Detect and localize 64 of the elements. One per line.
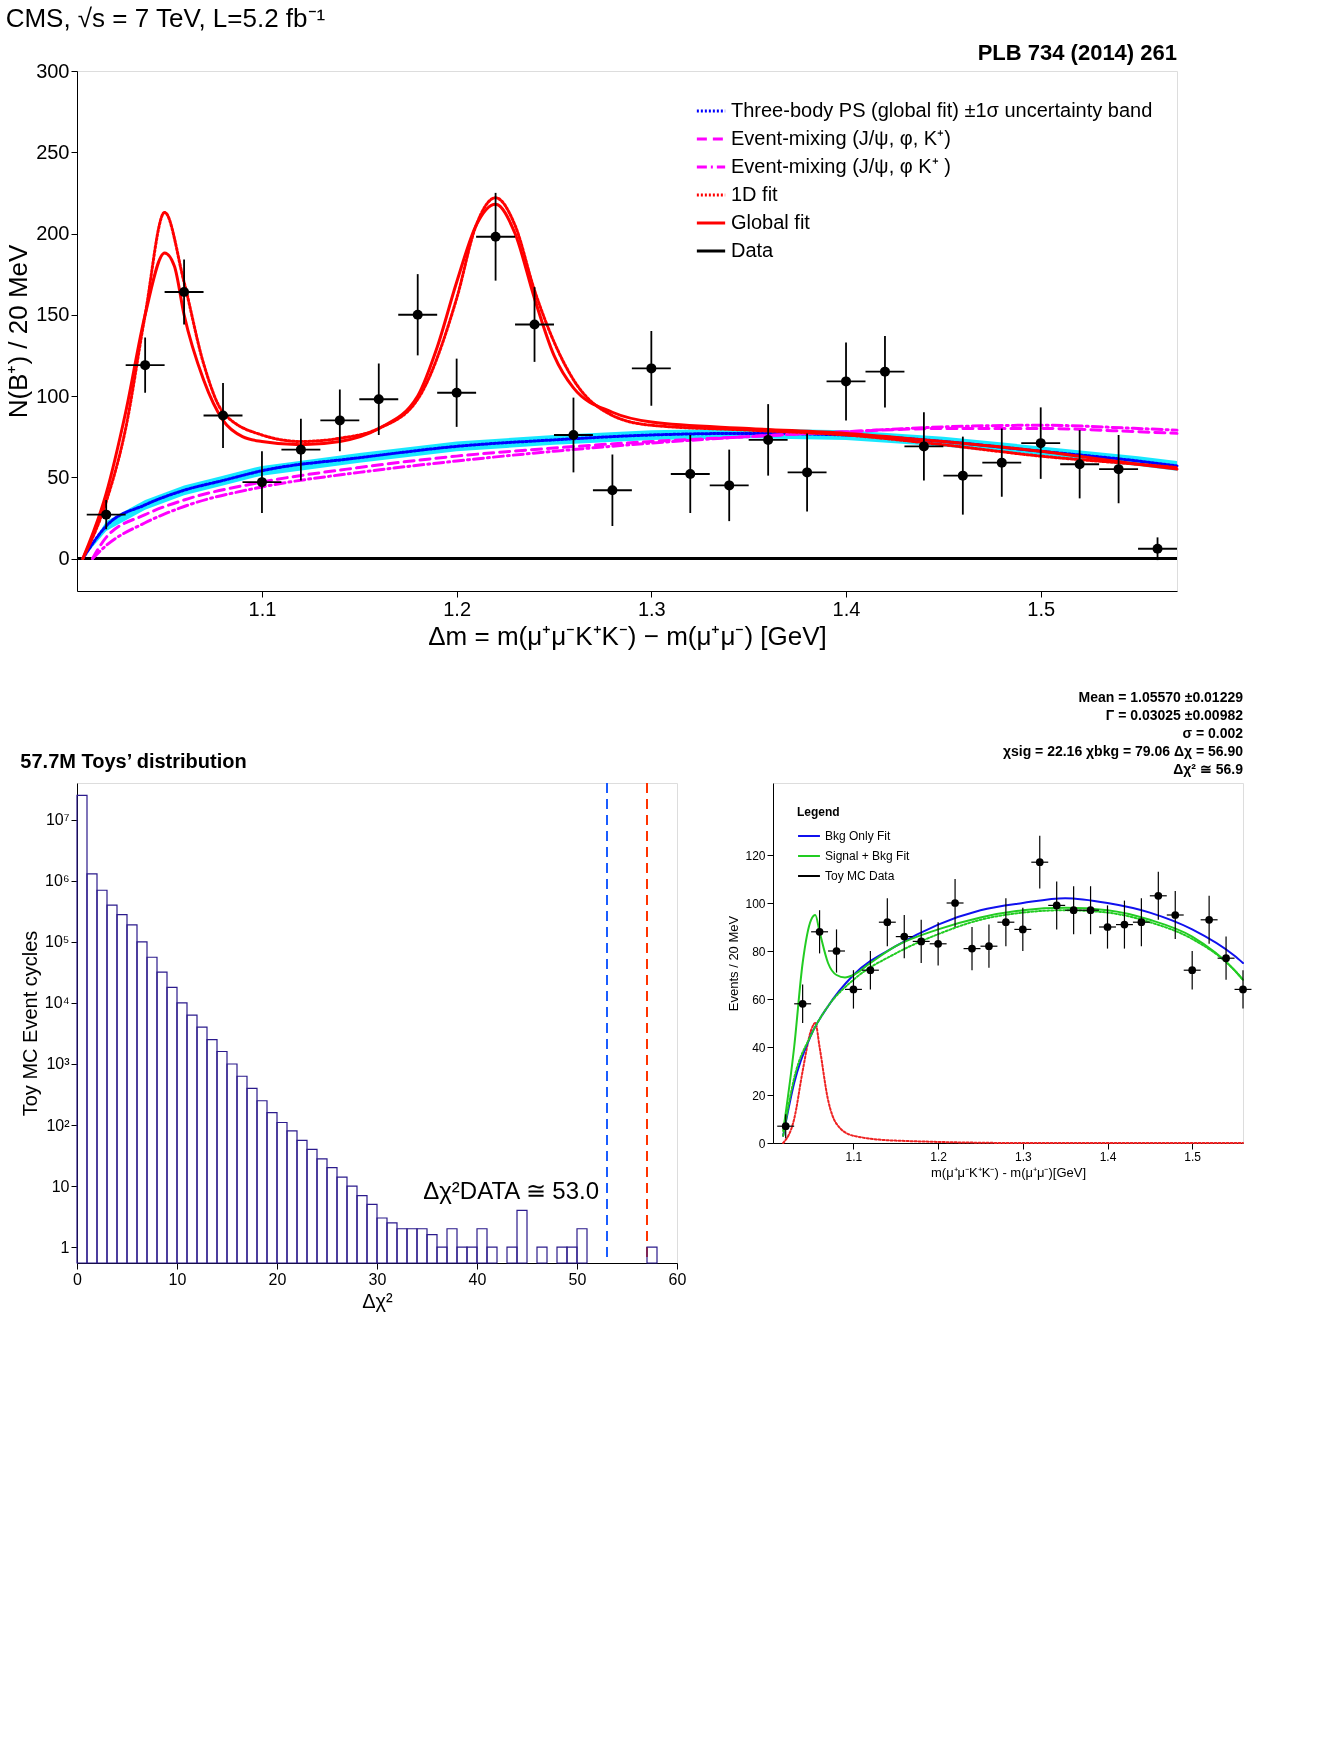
x-tick-label: 20 <box>268 1270 287 1288</box>
legend-label: Data <box>731 239 775 261</box>
x-tick-label: 30 <box>368 1270 387 1288</box>
x-tick-label: 10 <box>168 1270 187 1288</box>
x-tick-label: 1.1 <box>845 1149 863 1164</box>
legend-label: Signal + Bkg Fit <box>825 849 911 863</box>
y-tick-label: 10³ <box>46 1055 71 1073</box>
y-tick-label: 10⁷ <box>45 811 70 829</box>
y-tick-label: 40 <box>752 1040 766 1055</box>
legend-title: Legend <box>797 805 840 819</box>
ref-line-label: Δχ²DATA ≅ 53.0 <box>423 1176 599 1204</box>
y-tick-label: 120 <box>745 848 766 863</box>
y-tick-label: 50 <box>47 465 70 488</box>
chart-title: 57.7M Toys’ distribution <box>20 750 247 772</box>
legend-label: Event-mixing (J/ψ, φ, K⁺) <box>731 127 951 149</box>
y-axis-title: N(B⁺) / 20 MeV <box>3 243 34 419</box>
text: Γ = 0.03025 ±0.00982 <box>1105 707 1244 723</box>
legend-label: Global fit <box>731 211 811 233</box>
y-tick-label: 100 <box>745 896 766 911</box>
y-tick-label: 0 <box>758 1136 766 1151</box>
y-tick-label: 60 <box>752 992 766 1007</box>
legend-label: Bkg Only Fit <box>825 829 892 843</box>
y-tick-label: 10² <box>46 1116 71 1134</box>
x-axis-title: Δm = m(μ⁺μ⁻K⁺K⁻) − m(μ⁺μ⁻) [GeV] <box>428 620 827 651</box>
y-tick-label: 1 <box>60 1238 70 1256</box>
legend-label: 1D fit <box>731 183 779 205</box>
x-tick-label: 1.3 <box>637 597 666 620</box>
y-tick-label: 10⁵ <box>45 933 70 951</box>
legend-label: Event-mixing (J/ψ, φ K⁺ ) <box>731 155 951 177</box>
y-tick-label: 10⁶ <box>45 872 70 890</box>
y-tick-label: 300 <box>36 59 70 82</box>
text: PLB 734 (2014) 261 <box>977 40 1177 65</box>
y-tick-label: 20 <box>752 1088 766 1103</box>
y-tick-label: 150 <box>36 303 70 326</box>
chart-title: CMS, √s = 7 TeV, L=5.2 fb⁻¹ <box>5 3 326 33</box>
text: σ = 0.002 <box>1182 725 1244 741</box>
y-tick-label: 0 <box>58 547 70 569</box>
x-tick-label: 1.3 <box>1014 1149 1032 1164</box>
text: Δχ² ≅ 56.9 <box>1173 761 1244 777</box>
x-tick-label: 1.5 <box>1027 597 1056 620</box>
y-tick-label: 100 <box>36 384 70 407</box>
x-tick-label: 1.1 <box>248 597 277 620</box>
x-tick-label: 1.5 <box>1184 1149 1202 1164</box>
x-tick-label: 60 <box>668 1270 687 1288</box>
x-tick-label: 40 <box>468 1270 487 1288</box>
y-tick-label: 10⁴ <box>44 994 70 1012</box>
y-tick-label: 80 <box>752 944 766 959</box>
x-tick-label: 1.2 <box>930 1149 948 1164</box>
x-axis-title: m(μ⁺μ⁻K⁺K⁻) - m(μ⁺μ⁻)[GeV] <box>930 1164 1087 1180</box>
y-tick-label: 10 <box>51 1177 70 1195</box>
legend-label: Toy MC Data <box>825 869 895 883</box>
y-axis-title: Events / 20 MeV <box>726 915 742 1012</box>
y-tick-label: 200 <box>36 222 70 244</box>
x-tick-label: 1.2 <box>443 597 472 620</box>
x-axis-title: Δχ² <box>362 1289 394 1312</box>
text: χsig = 22.16 χbkg = 79.06 Δχ = 56.90 <box>1002 743 1244 759</box>
y-tick-label: 250 <box>36 140 70 163</box>
text: Mean = 1.05570 ±0.01229 <box>1078 689 1244 705</box>
x-tick-label: 1.4 <box>1099 1149 1117 1164</box>
x-tick-label: 1.4 <box>832 597 861 620</box>
x-tick-label: 0 <box>73 1270 83 1288</box>
x-tick-label: 50 <box>568 1270 587 1288</box>
legend-label: Three-body PS (global fit) ±1σ uncertainty band <box>731 99 1153 121</box>
y-axis-title: Toy MC Event cycles <box>18 930 41 1117</box>
